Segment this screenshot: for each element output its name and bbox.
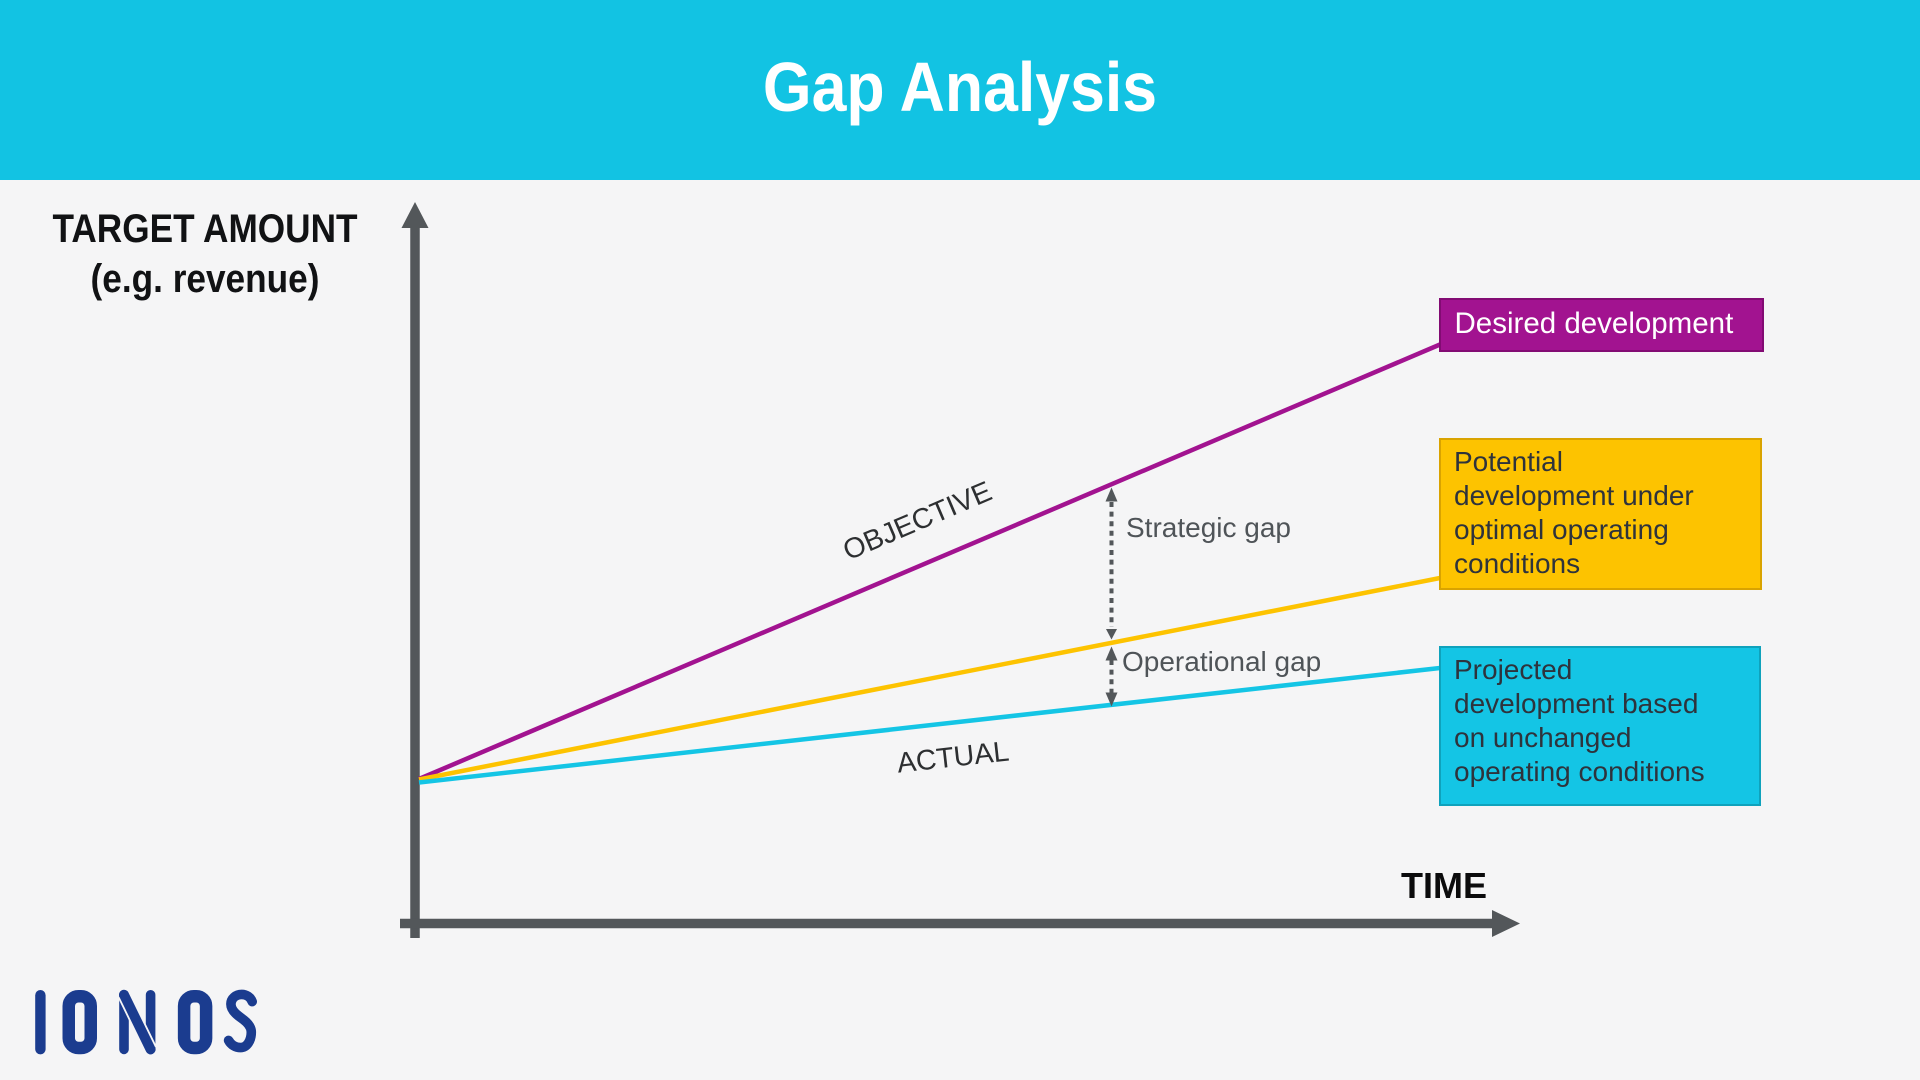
svg-text:TIME: TIME xyxy=(1401,865,1487,906)
svg-text:Strategic gap: Strategic gap xyxy=(1126,512,1291,543)
svg-text:ACTUAL: ACTUAL xyxy=(895,735,1010,779)
svg-text:OBJECTIVE: OBJECTIVE xyxy=(838,475,996,567)
svg-text:Operational gap: Operational gap xyxy=(1122,646,1321,677)
